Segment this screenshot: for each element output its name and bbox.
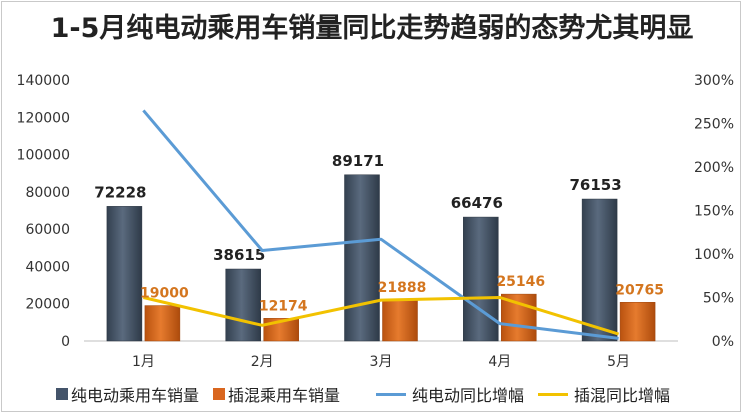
legend-swatch-ev-sales [56, 388, 68, 400]
chart-title: 1-5月纯电动乘用车销量同比走势趋弱的态势尤其明显 [50, 13, 694, 44]
phev-sales-data-label: 25146 [496, 274, 545, 290]
x-axis-tick: 2月 [251, 354, 274, 370]
ev-sales-bar [581, 198, 618, 342]
left-axis-tick: 120000 [17, 110, 70, 126]
phev-sales-bar [144, 305, 181, 342]
ev-sales-data-label: 72228 [94, 183, 146, 201]
ev-growth-line [142, 109, 619, 340]
phev-sales-bar [501, 293, 537, 342]
ev-sales-data-label: 76153 [570, 176, 622, 194]
left-axis-tick: 20000 [25, 297, 70, 313]
left-axis-tick: 0 [61, 334, 70, 350]
phev-sales-data-label: 19000 [140, 286, 189, 302]
legend-label-ev-sales: 纯电动乘用车销量 [71, 386, 200, 405]
ev-sales-data-label: 66476 [451, 194, 503, 212]
legend-label-phev-growth: 插混同比增幅 [574, 386, 671, 405]
x-axis-tick: 5月 [607, 354, 630, 370]
ev-sales-data-label: 89171 [332, 152, 384, 170]
phev-sales-bar [382, 299, 418, 342]
left-axis-tick: 40000 [25, 259, 70, 275]
left-axis-tick: 140000 [17, 73, 70, 89]
phev-sales-bar [619, 302, 656, 342]
legend-swatch-ev-growth [376, 392, 407, 396]
x-axis-tick: 3月 [370, 354, 393, 370]
left-axis-tick: 100000 [17, 148, 70, 164]
right-axis-tick: 100% [694, 247, 734, 263]
legend-swatch-phev-sales [213, 388, 226, 400]
phev-sales-data-label: 20765 [615, 282, 664, 298]
legend-swatch-phev-growth [538, 392, 569, 396]
legend-label-ev-growth: 纯电动同比增幅 [412, 386, 525, 405]
legend-item-phev-sales: 插混乘用车销量 [213, 382, 340, 406]
phev-growth-line [143, 296, 620, 336]
ev-sales-bar [463, 216, 499, 342]
ev-sales-data-label: 38615 [213, 246, 265, 264]
right-axis-tick: 250% [694, 117, 734, 133]
x-axis-tick: 1月 [132, 354, 155, 370]
legend-label-phev-sales: 插混乘用车销量 [228, 386, 341, 405]
chart-legend: 纯电动乘用车销量 插混乘用车销量 纯电动同比增幅 插混同比增幅 [56, 382, 684, 406]
ev-sales-bar [344, 174, 380, 342]
legend-item-ev-growth: 纯电动同比增幅 [376, 382, 524, 406]
ev-sales-bar [106, 206, 143, 342]
legend-item-phev-growth: 插混同比增幅 [538, 382, 670, 406]
legend-item-ev-sales: 纯电动乘用车销量 [56, 382, 199, 406]
left-axis-tick: 60000 [25, 222, 70, 238]
right-axis-tick: 50% [703, 291, 734, 307]
right-axis-tick: 0% [712, 334, 734, 350]
right-axis-tick: 200% [694, 160, 734, 176]
phev-sales-data-label: 21888 [378, 280, 427, 296]
right-axis-tick: 300% [694, 73, 734, 89]
ev-sales-bar [225, 268, 261, 342]
phev-sales-data-label: 12174 [259, 298, 308, 314]
right-axis-tick: 150% [694, 204, 734, 220]
x-axis-tick: 4月 [488, 354, 511, 370]
left-axis-tick: 80000 [25, 185, 70, 201]
